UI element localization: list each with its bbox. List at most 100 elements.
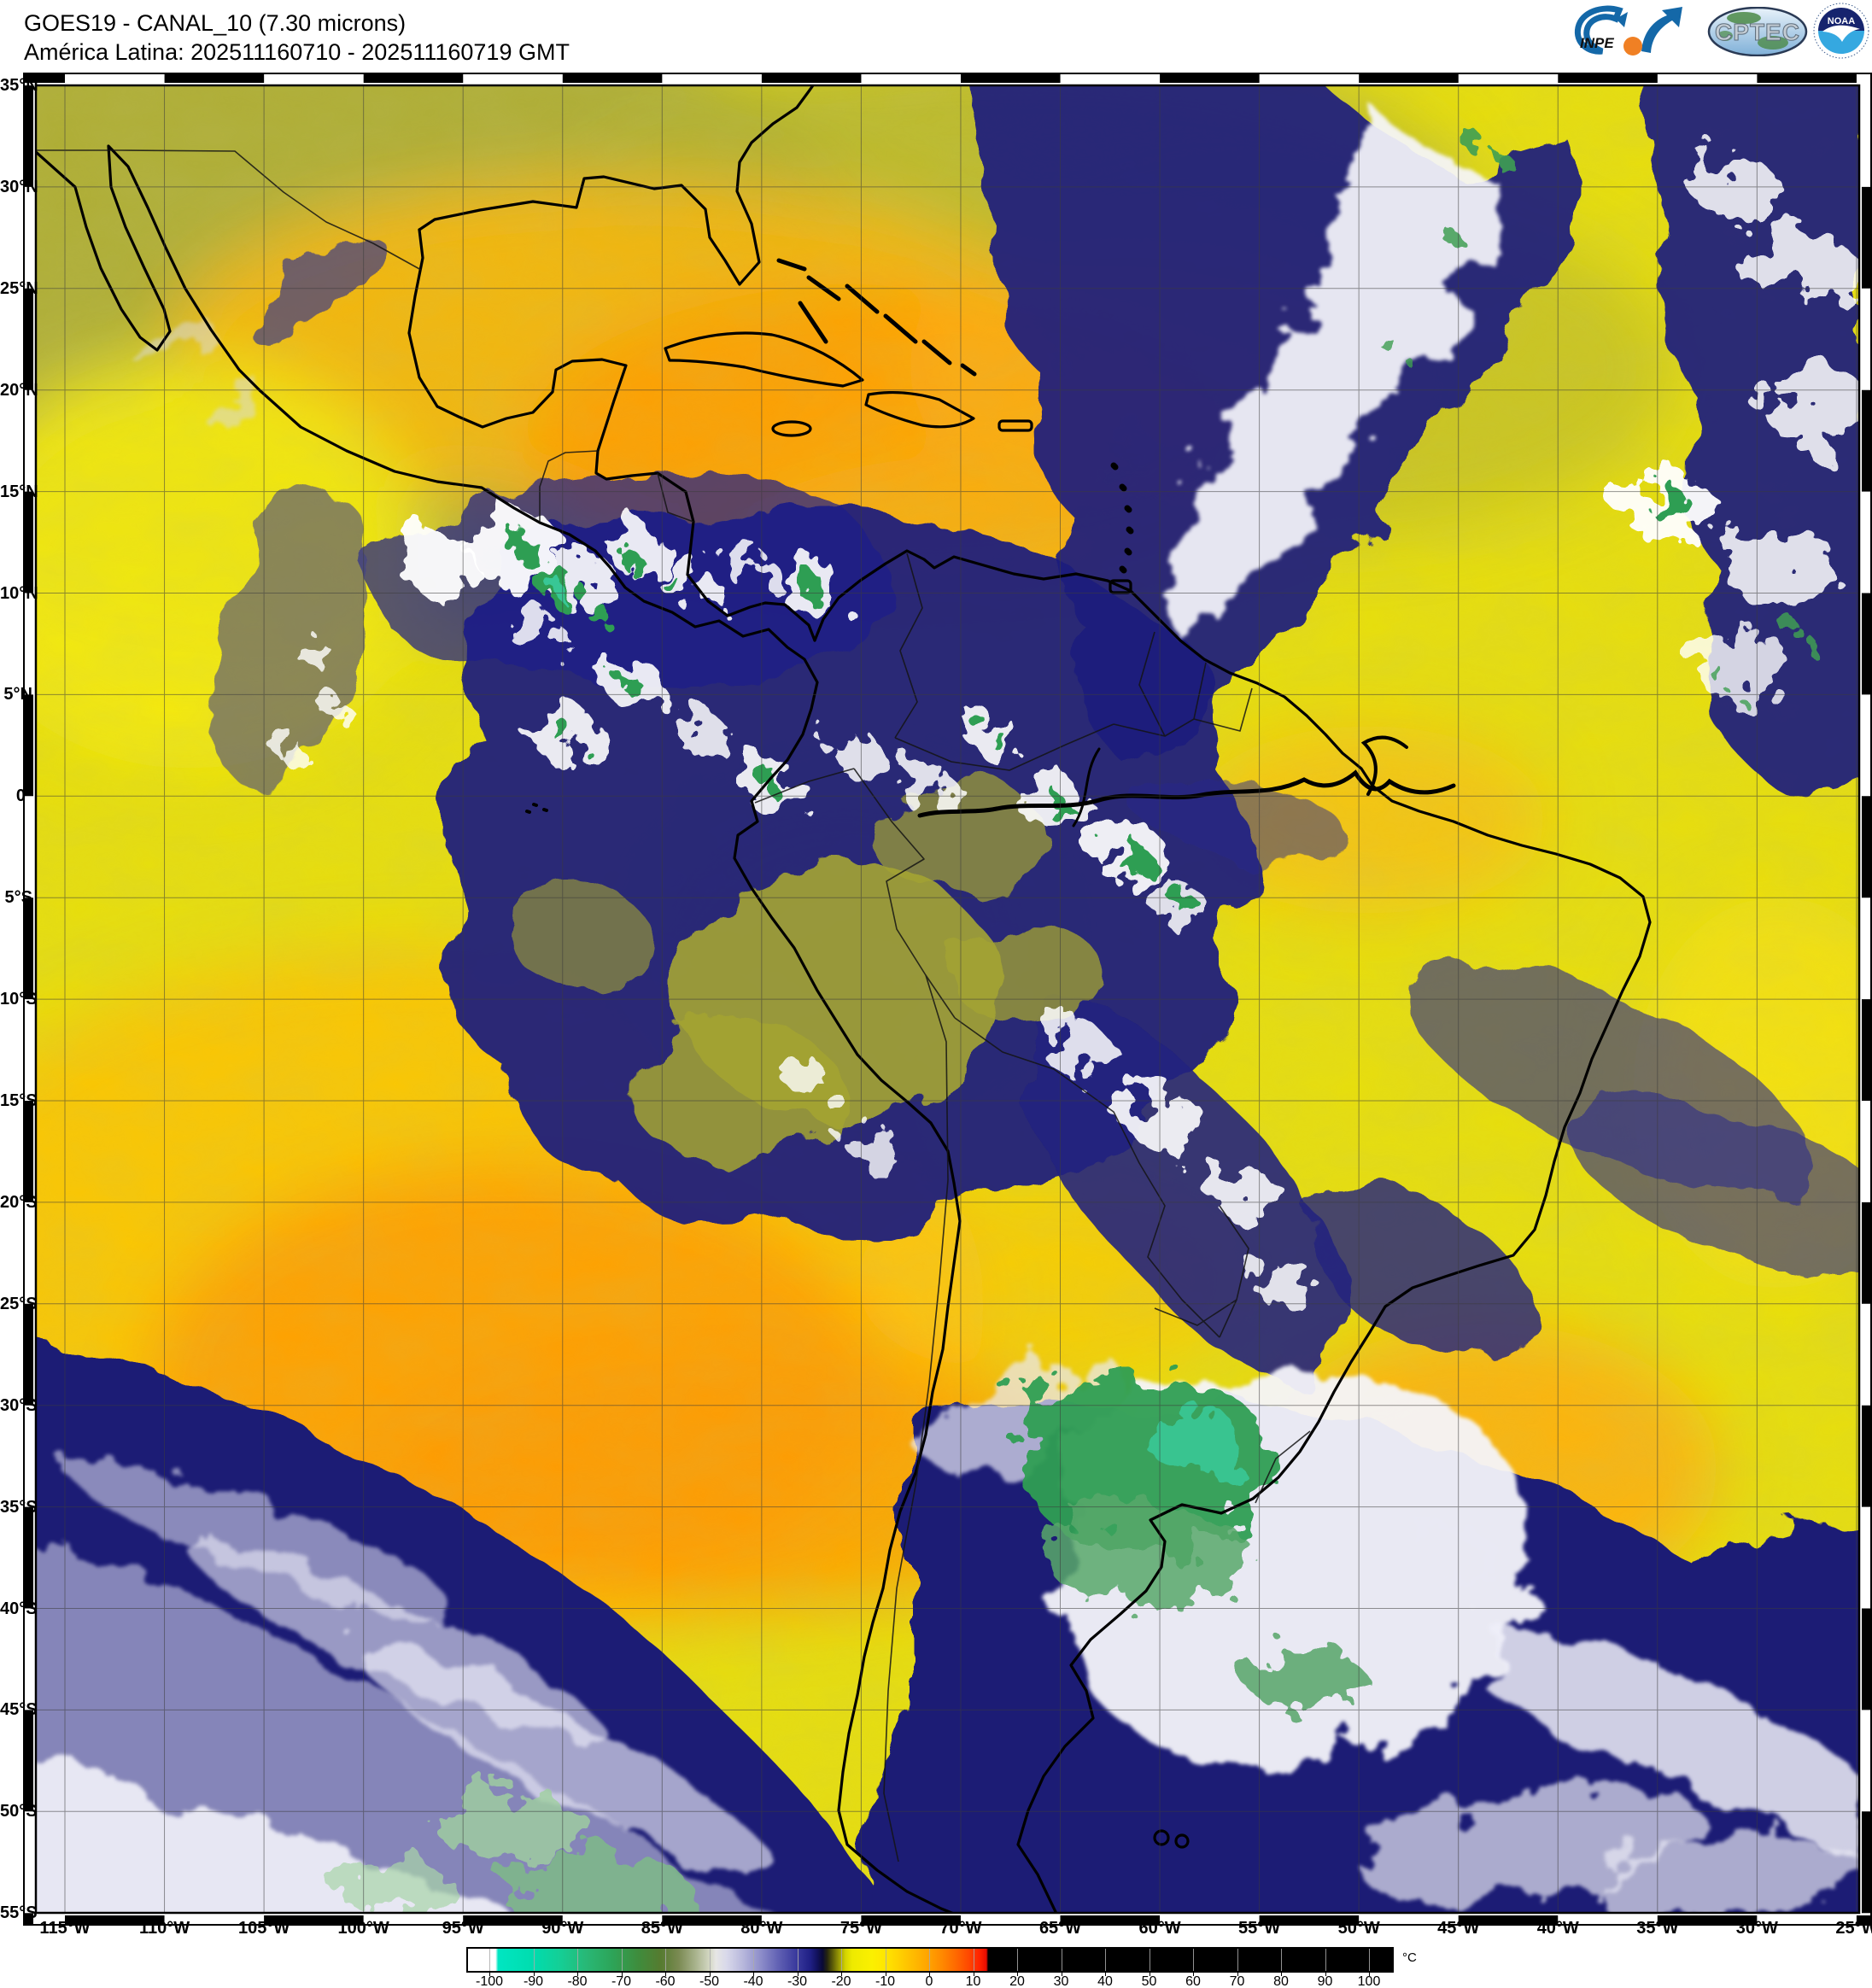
colorbar-tick (577, 1971, 578, 1976)
noaa-logo-text: NOAA (1828, 16, 1855, 26)
colorbar-tick (1325, 1971, 1326, 1976)
lon-label: 85°W (641, 1919, 683, 1938)
coast-jamaica (771, 420, 812, 437)
lat-label: 35°S (0, 1497, 38, 1517)
colorbar-separator (533, 1949, 535, 1971)
coast-antilles (1110, 462, 1134, 574)
colorbar-separator (1325, 1949, 1326, 1971)
country-borders (36, 149, 1311, 1862)
colorbar-tick-label: 60 (1185, 1974, 1201, 1988)
coast-mexico-gulf (407, 228, 816, 642)
lat-label: 45°S (0, 1700, 38, 1720)
colorbar-separator (1105, 1949, 1106, 1971)
lat-label: 20°S (0, 1192, 38, 1212)
product-subtitle: América Latina: 202511160710 - 202511160… (24, 39, 570, 65)
noaa-sky-half (1818, 8, 1864, 31)
colorbar-tick-label: -80 (567, 1974, 588, 1988)
colorbar-tick (841, 1971, 842, 1976)
lon-label: 35°W (1636, 1919, 1679, 1938)
colorbar-tick (753, 1971, 754, 1976)
cptec-logo: CPTEC (1707, 7, 1808, 56)
colorbar-tick-label: -10 (875, 1974, 896, 1988)
grid-lines (36, 85, 1859, 1913)
noaa-ring-text (1813, 3, 1869, 59)
coast-galapagos (525, 803, 548, 814)
cptec-land-west (1717, 31, 1733, 41)
inpe-arrow-up (1641, 7, 1682, 53)
lat-label: 35°N (0, 76, 38, 95)
colorbar-separator (797, 1949, 799, 1971)
product-title: GOES19 - CANAL_10 (7.30 microns) (24, 10, 407, 36)
lon-label: 40°W (1536, 1919, 1579, 1938)
colorbar-tick-label: 30 (1053, 1974, 1069, 1988)
lat-label: 25°S (0, 1294, 38, 1313)
cptec-land-north (1727, 12, 1761, 24)
colorbar-tick-label: -20 (831, 1974, 851, 1988)
coast-hispaniola (864, 390, 975, 429)
inpe-logo: INPE (1574, 5, 1682, 56)
colorbar-separator (841, 1949, 842, 1971)
lon-label: 45°W (1437, 1919, 1480, 1938)
lat-label: 10°N (0, 583, 38, 603)
colorbar-tick (797, 1971, 799, 1976)
colorbar-tick (1193, 1971, 1194, 1976)
title-block: GOES19 - CANAL_10 (7.30 microns) América … (24, 9, 570, 67)
colorbar-separator (1017, 1949, 1018, 1971)
colorbar-tick-label: -50 (699, 1974, 720, 1988)
coast-falklands-w (1153, 1829, 1170, 1846)
colorbar-unit: °C (1402, 1950, 1417, 1965)
lat-label: 20°N (0, 380, 38, 400)
coast-cuba (664, 331, 864, 388)
noaa-sea-half (1818, 31, 1864, 54)
colorbar-tick (929, 1971, 930, 1976)
lat-label: 0° (15, 786, 32, 806)
colorbar-separator (753, 1949, 754, 1971)
colorbar-tick-label: 40 (1097, 1974, 1113, 1988)
inpe-swirl (1574, 5, 1623, 55)
colorbar-tick-label: 80 (1273, 1974, 1289, 1988)
coast-gulf-us (418, 85, 815, 286)
colorbar-separator (1193, 1949, 1194, 1971)
colorbar-tick-label: 0 (925, 1974, 933, 1988)
lon-label: 55°W (1238, 1919, 1281, 1938)
lon-label: 100°W (337, 1919, 389, 1938)
colorbar-tick (1281, 1971, 1282, 1976)
noaa-logo: NOAA (1813, 3, 1869, 59)
inpe-orange-dot (1623, 37, 1642, 56)
lon-label: 110°W (138, 1919, 190, 1938)
colorbar-tick-label: 100 (1357, 1974, 1381, 1988)
lon-label: 90°W (541, 1919, 584, 1938)
colorbar-tick (533, 1971, 535, 1976)
noaa-seagull-icon (1822, 25, 1860, 42)
lon-label: 75°W (839, 1919, 882, 1938)
lat-label: 10°S (0, 990, 38, 1009)
colorbar-tick (489, 1971, 490, 1976)
colorbar-tick-label: 10 (965, 1974, 981, 1988)
colorbar-tick-label: -100 (475, 1974, 504, 1988)
colorbar-tick-label: -40 (743, 1974, 763, 1988)
coast-atlantic (813, 549, 1652, 1913)
colorbar-separator (665, 1949, 666, 1971)
lon-label: 65°W (1038, 1919, 1082, 1938)
lon-label: 115°W (39, 1919, 91, 1938)
colorbar-tick-label: 70 (1229, 1974, 1245, 1988)
colorbar-tick-label: -30 (787, 1974, 808, 1988)
lon-label: 30°W (1735, 1919, 1778, 1938)
inpe-logo-text: INPE (1580, 35, 1614, 51)
colorbar-tick (709, 1971, 711, 1976)
colorbar-tick (665, 1971, 666, 1976)
colorbar-gradient (468, 1949, 1392, 1971)
lon-label: 25°W (1835, 1919, 1872, 1938)
colorbar-separator (1281, 1949, 1282, 1971)
coast-puertorico (997, 419, 1033, 432)
colorbar-tick (1017, 1971, 1018, 1976)
lon-label: 95°W (442, 1919, 484, 1938)
colorbar-separator (1369, 1949, 1370, 1971)
lat-label: 30°S (0, 1395, 38, 1415)
colorbar-tick-label: -90 (523, 1974, 544, 1988)
lon-label: 105°W (237, 1919, 290, 1938)
colorbar-separator (1237, 1949, 1238, 1971)
colorbar-tick (1237, 1971, 1238, 1976)
colorbar-separator (709, 1949, 711, 1971)
